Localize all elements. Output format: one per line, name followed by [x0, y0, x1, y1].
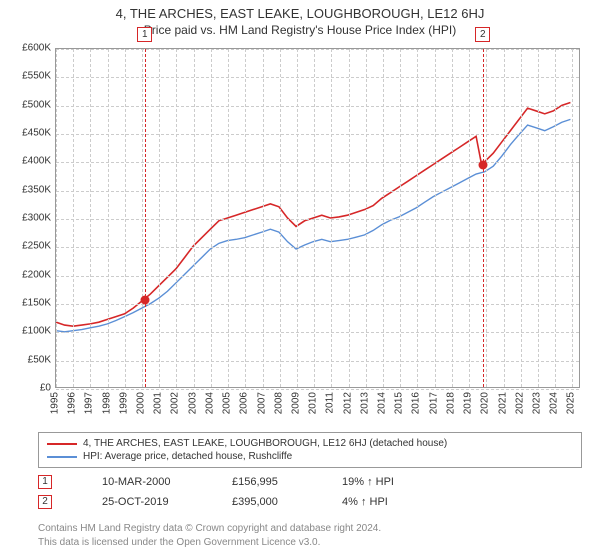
x-tick-label: 2011	[325, 392, 336, 414]
x-tick-label: 2012	[342, 392, 353, 414]
event-dot	[479, 161, 488, 170]
x-tick-label: 2014	[377, 392, 388, 414]
event-marker-2: 2	[38, 495, 52, 509]
x-tick-label: 2000	[136, 392, 147, 414]
footer-line-2: This data is licensed under the Open Gov…	[38, 536, 582, 550]
event-delta-1: 4% ↑ HPI	[342, 496, 388, 508]
event-flag: 1	[137, 27, 152, 42]
y-tick-label: £500K	[22, 99, 51, 110]
y-tick-label: £50K	[28, 354, 51, 365]
y-tick-label: £450K	[22, 128, 51, 139]
chart-legend: 4, THE ARCHES, EAST LEAKE, LOUGHBOROUGH,…	[38, 432, 582, 468]
event-row-0: 1 10-MAR-2000 £156,995 19% ↑ HPI	[38, 472, 582, 492]
chart-plot-area: 12	[55, 48, 580, 388]
x-tick-label: 2024	[549, 392, 560, 414]
chart-title: 4, THE ARCHES, EAST LEAKE, LOUGHBOROUGH,…	[0, 6, 600, 21]
y-tick-label: £100K	[22, 326, 51, 337]
event-vline: 2	[483, 49, 484, 387]
event-dot	[141, 296, 150, 305]
event-date-0: 10-MAR-2000	[102, 476, 212, 488]
x-tick-label: 2022	[514, 392, 525, 414]
event-delta-0: 19% ↑ HPI	[342, 476, 394, 488]
x-tick-label: 1998	[101, 392, 112, 414]
y-tick-label: £600K	[22, 43, 51, 54]
x-tick-label: 2023	[531, 392, 542, 414]
x-tick-label: 2006	[239, 392, 250, 414]
x-tick-label: 2020	[480, 392, 491, 414]
event-marker-1: 1	[38, 475, 52, 489]
x-tick-label: 2007	[256, 392, 267, 414]
y-tick-label: £550K	[22, 71, 51, 82]
footer-attribution: Contains HM Land Registry data © Crown c…	[38, 522, 582, 550]
x-tick-label: 2001	[153, 392, 164, 414]
x-tick-label: 2005	[222, 392, 233, 414]
legend-swatch-1	[47, 456, 77, 458]
legend-row-1: HPI: Average price, detached house, Rush…	[47, 450, 573, 463]
x-tick-label: 2002	[170, 392, 181, 414]
y-tick-label: £250K	[22, 241, 51, 252]
event-row-1: 2 25-OCT-2019 £395,000 4% ↑ HPI	[38, 492, 582, 512]
y-tick-label: £200K	[22, 269, 51, 280]
x-tick-label: 2017	[428, 392, 439, 414]
x-tick-label: 2025	[566, 392, 577, 414]
event-date-1: 25-OCT-2019	[102, 496, 212, 508]
events-table: 1 10-MAR-2000 £156,995 19% ↑ HPI 2 25-OC…	[38, 472, 582, 512]
legend-label-1: HPI: Average price, detached house, Rush…	[83, 451, 292, 462]
x-tick-label: 2003	[187, 392, 198, 414]
x-tick-label: 2004	[204, 392, 215, 414]
y-tick-label: £400K	[22, 156, 51, 167]
footer-line-1: Contains HM Land Registry data © Crown c…	[38, 522, 582, 536]
x-tick-label: 1996	[67, 392, 78, 414]
y-axis: £0£50K£100K£150K£200K£250K£300K£350K£400…	[0, 48, 55, 388]
x-tick-label: 1999	[118, 392, 129, 414]
x-tick-label: 2021	[497, 392, 508, 414]
y-tick-label: £300K	[22, 213, 51, 224]
legend-row-0: 4, THE ARCHES, EAST LEAKE, LOUGHBOROUGH,…	[47, 437, 573, 450]
y-tick-label: £150K	[22, 298, 51, 309]
x-tick-label: 2013	[359, 392, 370, 414]
event-vline: 1	[145, 49, 146, 387]
y-tick-label: £350K	[22, 184, 51, 195]
x-tick-label: 2016	[411, 392, 422, 414]
legend-label-0: 4, THE ARCHES, EAST LEAKE, LOUGHBOROUGH,…	[83, 438, 447, 449]
x-tick-label: 2009	[290, 392, 301, 414]
chart-lines	[56, 49, 579, 387]
x-tick-label: 2018	[445, 392, 456, 414]
x-tick-label: 2019	[463, 392, 474, 414]
event-price-0: £156,995	[232, 476, 322, 488]
x-tick-label: 1995	[50, 392, 61, 414]
event-flag: 2	[475, 27, 490, 42]
x-tick-label: 2008	[273, 392, 284, 414]
chart-subtitle: Price paid vs. HM Land Registry's House …	[0, 23, 600, 37]
legend-swatch-0	[47, 443, 77, 445]
x-tick-label: 1997	[84, 392, 95, 414]
x-tick-label: 2015	[394, 392, 405, 414]
x-tick-label: 2010	[308, 392, 319, 414]
event-price-1: £395,000	[232, 496, 322, 508]
